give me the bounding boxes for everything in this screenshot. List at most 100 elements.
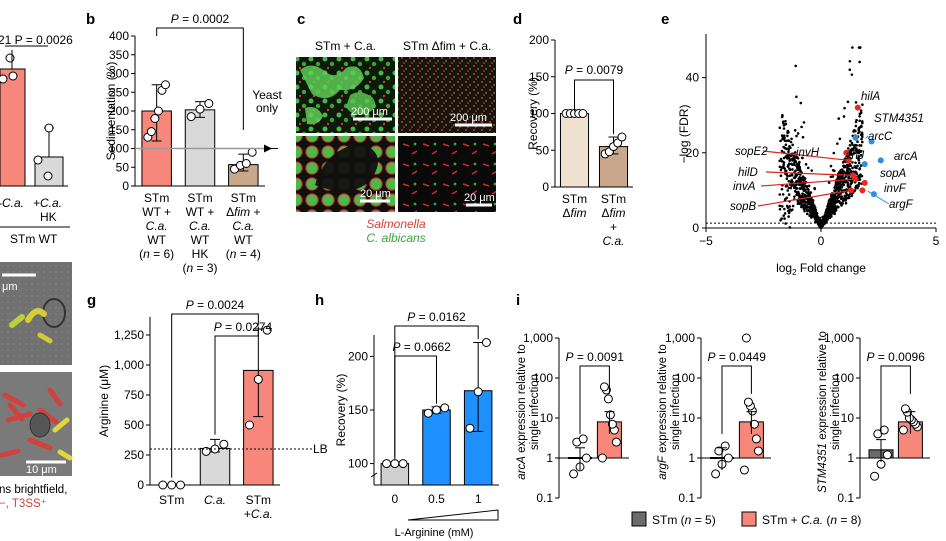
gene-point xyxy=(802,207,806,211)
data-point xyxy=(440,403,450,413)
gene-point xyxy=(848,68,852,72)
gene-point xyxy=(801,186,805,189)
gene-point xyxy=(787,150,790,154)
data-point xyxy=(390,459,400,469)
data-point xyxy=(161,80,171,90)
panel-f-scale-bottom: 10 μm xyxy=(26,464,57,476)
gene-point xyxy=(811,206,814,210)
gene-point xyxy=(787,130,790,134)
y-axis-label: Sedimentation (%) xyxy=(104,62,118,161)
data-point xyxy=(617,132,627,142)
p-value: P = 0.0024 xyxy=(186,298,245,312)
gene-leader-line xyxy=(762,150,849,161)
y-tick-label: 0 xyxy=(692,221,699,235)
significance-bracket xyxy=(171,313,259,478)
gene-label: arcC xyxy=(868,131,893,143)
gene-point xyxy=(779,168,783,172)
gene-point xyxy=(858,46,862,49)
gene-point xyxy=(778,159,781,163)
gene-point xyxy=(793,129,797,132)
y-tick-label: 0.1 xyxy=(678,491,695,505)
gene-point xyxy=(796,132,800,135)
gene-point xyxy=(793,195,796,198)
y-tick-label: 100 xyxy=(533,371,553,385)
gene-point xyxy=(804,205,808,209)
data-point xyxy=(204,99,214,108)
x-tick-label: WT xyxy=(234,233,253,247)
gene-point xyxy=(786,189,789,192)
gene-point xyxy=(854,120,858,124)
data-point xyxy=(578,434,588,444)
gene-point xyxy=(801,175,805,178)
gene-point xyxy=(813,186,816,190)
gene-point xyxy=(794,175,797,178)
y-tick-label: 750 xyxy=(124,388,144,402)
gene-point xyxy=(795,156,798,159)
panel-letter-g: g xyxy=(87,292,96,309)
legend-label: STm + C.a. (n = 8) xyxy=(762,513,861,527)
y-tick-label: 150 xyxy=(529,70,549,84)
panel-letter-i: i xyxy=(516,292,520,309)
panel-a-p-value: 21 P = 0.0026 xyxy=(0,33,73,47)
gene-point xyxy=(799,170,803,173)
gene-point xyxy=(804,163,808,166)
gene-point xyxy=(841,199,845,203)
x-tick-label: C.a. xyxy=(146,219,168,233)
gene-point xyxy=(813,207,817,211)
data-point xyxy=(153,106,163,116)
gene-point xyxy=(809,201,812,204)
y-tick-label: 100 xyxy=(348,457,368,471)
significance-bracket xyxy=(214,326,259,435)
gene-point xyxy=(794,160,798,163)
data-point xyxy=(195,104,205,114)
gene-point xyxy=(787,163,790,167)
gene-point xyxy=(785,177,789,181)
x-tick-label: STm xyxy=(601,192,626,206)
gene-point xyxy=(859,154,863,157)
gene-point xyxy=(855,171,858,174)
gene-point xyxy=(842,165,846,169)
data-point xyxy=(481,338,491,347)
gene-point xyxy=(841,172,844,175)
data-point xyxy=(186,112,196,122)
gene-point xyxy=(790,137,793,141)
y-tick-label: 300 xyxy=(109,67,129,81)
y-axis-label: single infection xyxy=(830,374,842,450)
gene-point xyxy=(836,184,839,188)
data-point xyxy=(473,387,483,397)
gene-point xyxy=(784,222,787,225)
panel-letter-e: e xyxy=(661,11,669,28)
data-point xyxy=(611,437,621,447)
gene-point xyxy=(827,211,830,215)
gene-point xyxy=(827,181,831,184)
y-tick-label: 1,000 xyxy=(665,331,695,345)
gene-point xyxy=(788,226,792,229)
gene-leader-line xyxy=(765,171,854,176)
panel-a-partial: 21 P = 0.0026 -C.a. +C.a. HK STm WT xyxy=(0,33,73,246)
y-tick-label: 100 xyxy=(834,371,854,385)
gene-point xyxy=(856,131,860,135)
gene-point xyxy=(788,159,791,162)
panel-a-point xyxy=(5,53,15,63)
gene-point xyxy=(796,190,800,194)
gene-leader-line xyxy=(865,135,869,139)
concentration-wedge xyxy=(407,509,499,521)
gene-point xyxy=(836,199,839,202)
gene-point xyxy=(780,187,784,191)
data-point xyxy=(241,159,251,168)
y-tick-label: 0 xyxy=(137,478,144,492)
y-tick-label: 350 xyxy=(109,48,129,62)
panel-f-scale-top: μm xyxy=(2,281,18,293)
gene-point xyxy=(860,120,864,123)
gene-point xyxy=(821,215,824,219)
x-tick-label: WT + xyxy=(142,205,171,219)
x-tick-label: STm xyxy=(562,192,587,206)
significance-bracket xyxy=(394,355,437,458)
gene-point xyxy=(853,189,857,192)
gene-point xyxy=(848,59,852,63)
gene-point xyxy=(833,204,836,207)
gene-point xyxy=(858,119,861,123)
gene-point xyxy=(829,200,833,204)
gene-point xyxy=(830,202,834,206)
gene-point xyxy=(811,203,815,207)
